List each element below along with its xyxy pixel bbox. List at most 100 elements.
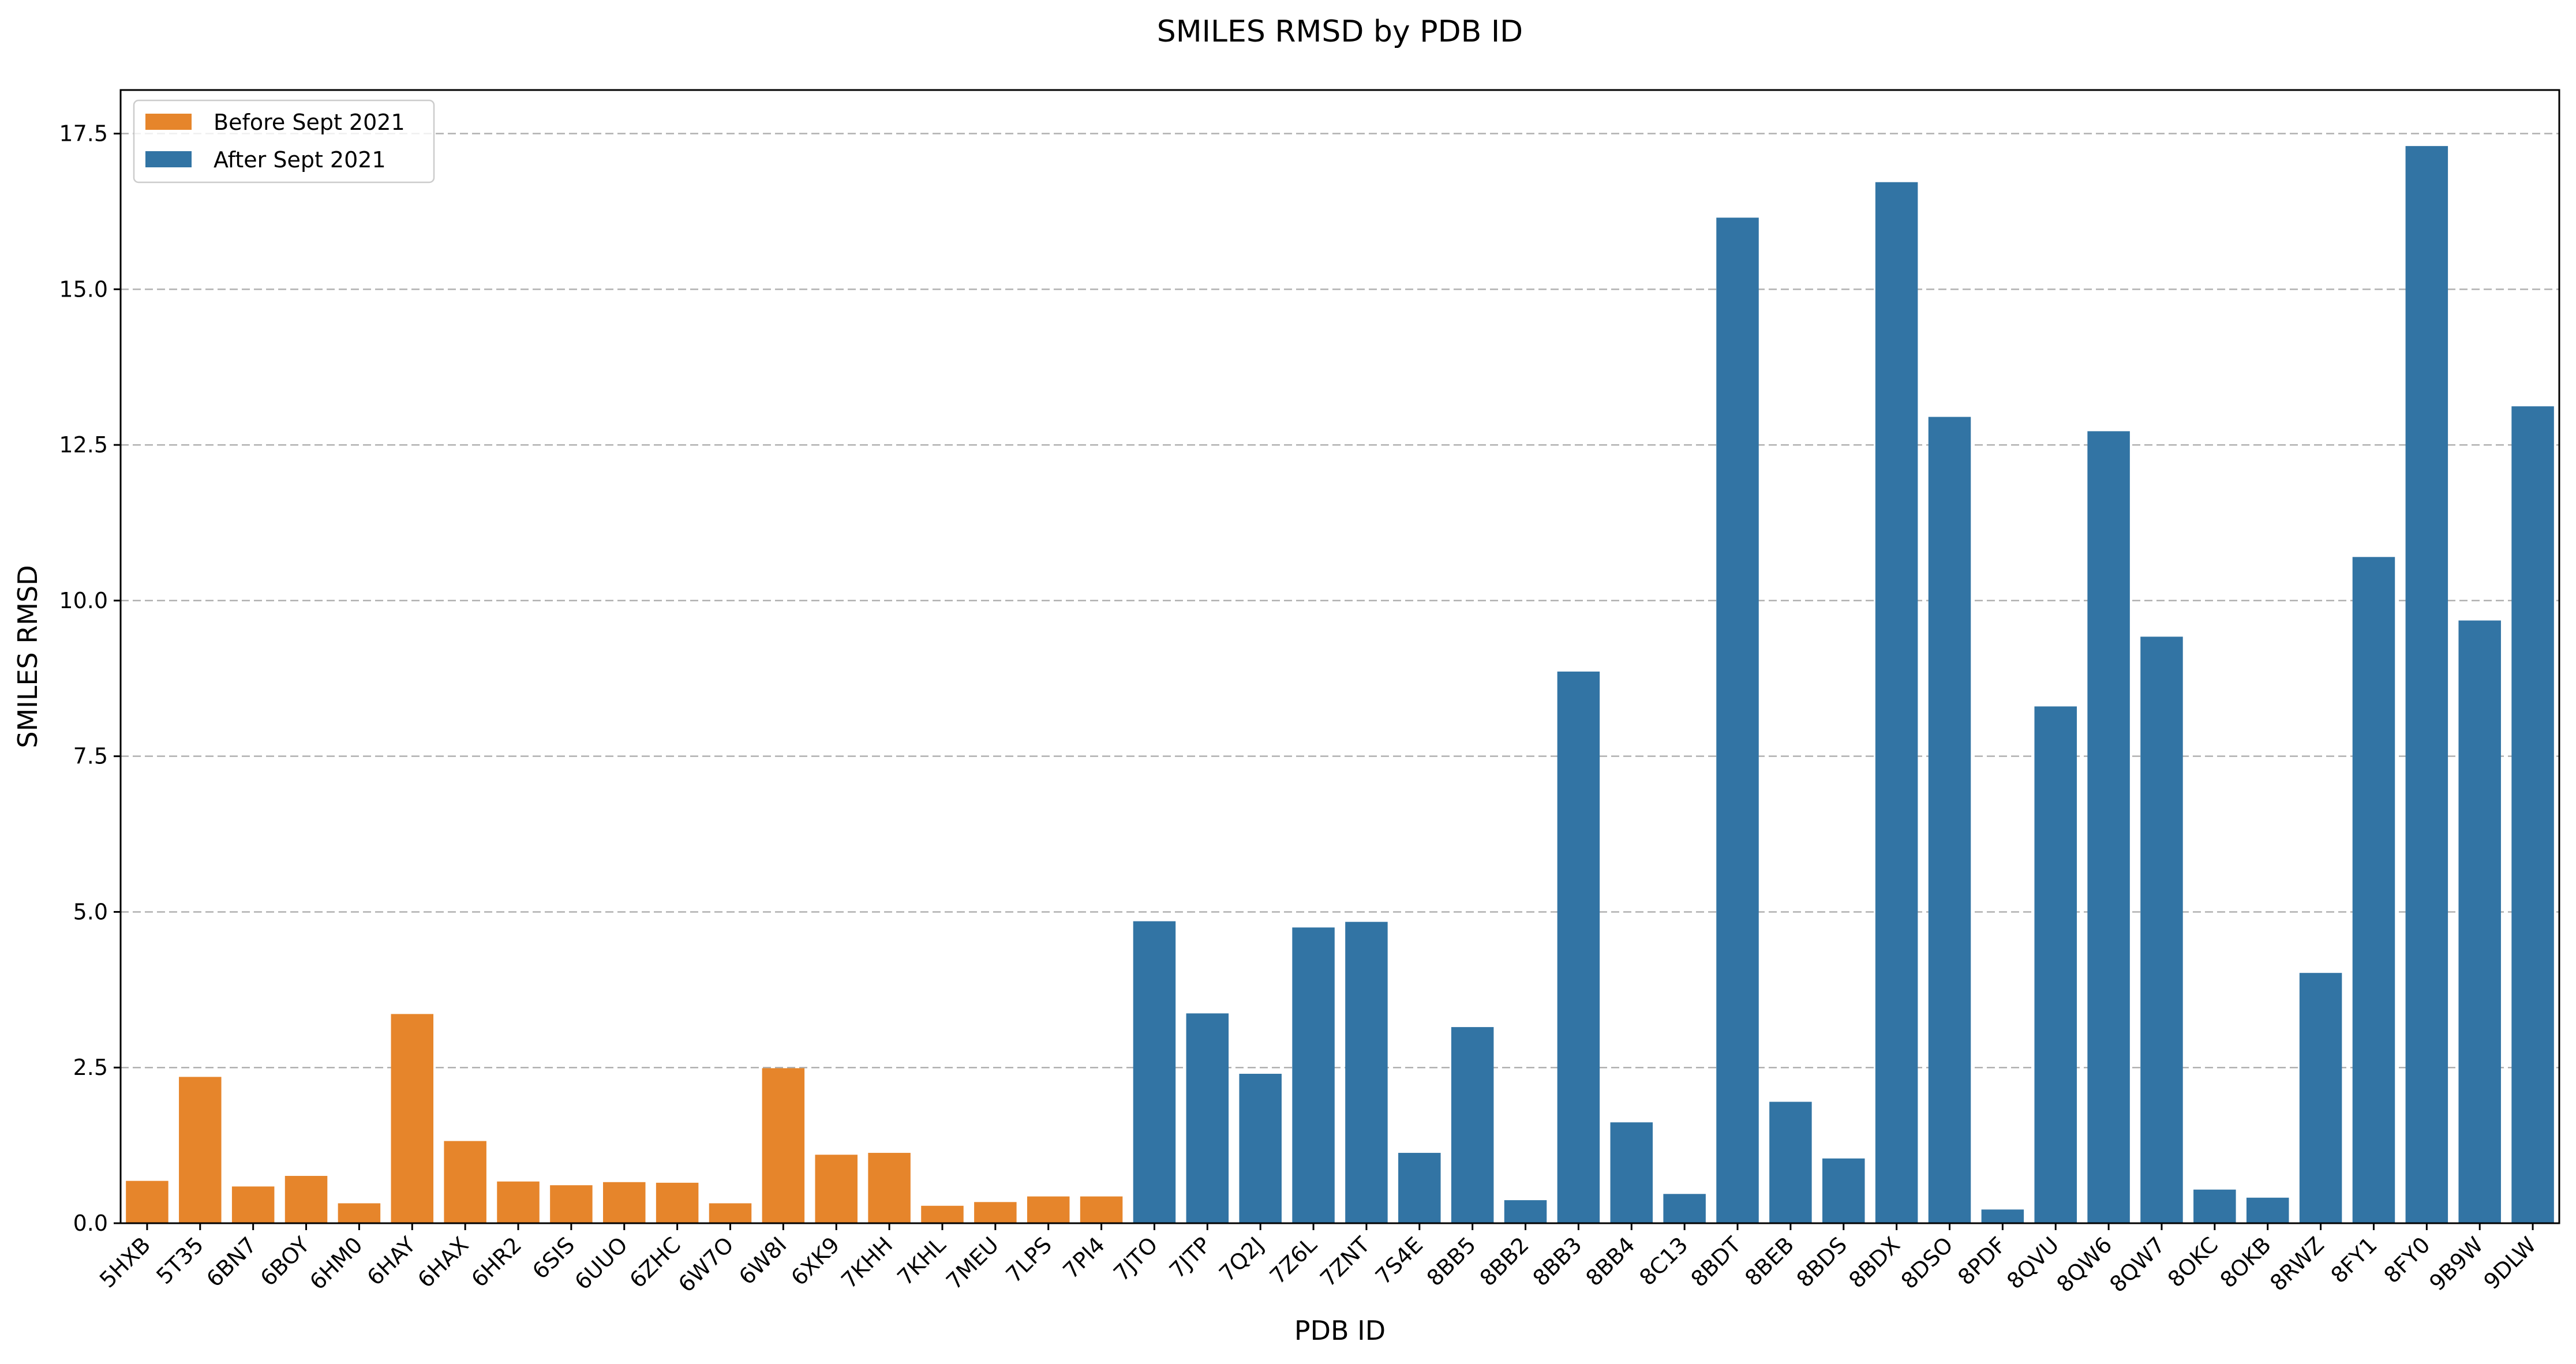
y-tick-label: 17.5 <box>59 121 108 147</box>
x-tick-label: 8BB4 <box>1581 1232 1639 1291</box>
bar-8fy1 <box>2352 557 2395 1224</box>
bar-6w8i <box>762 1068 805 1223</box>
x-tick-label: 8PDF <box>1953 1232 2011 1290</box>
x-tick-label: 7KHL <box>892 1232 950 1290</box>
legend-swatch-after <box>145 151 192 167</box>
x-tick-label: 6HR2 <box>466 1232 526 1292</box>
x-tick-label: 8BB3 <box>1528 1232 1587 1291</box>
x-tick-label: 7PI4 <box>1058 1232 1110 1283</box>
x-tick-label: 8FY1 <box>2326 1232 2382 1288</box>
y-tick-label: 2.5 <box>73 1055 108 1080</box>
x-tick-label: 7MEU <box>941 1232 1004 1294</box>
bar-5t35 <box>179 1077 222 1223</box>
x-axis-label: PDB ID <box>1294 1315 1386 1346</box>
bar-6hax <box>444 1141 486 1223</box>
bar-6zhc <box>656 1182 699 1223</box>
bar-6boy <box>284 1175 328 1223</box>
bar-8bb3 <box>1557 671 1600 1223</box>
x-tick-label: 9DLW <box>2478 1232 2541 1294</box>
bars <box>126 146 2554 1224</box>
legend-swatch-before <box>145 114 192 130</box>
bar-7lps <box>1027 1196 1070 1223</box>
x-tick-label: 6W8I <box>734 1232 792 1290</box>
y-axis-ticks: 0.0 2.5 5.0 7.5 10.0 12.5 15.0 17.5 <box>59 121 121 1236</box>
x-tick-label: 6W7O <box>673 1232 739 1297</box>
chart-title: SMILES RMSD by PDB ID <box>1157 14 1523 49</box>
bar-7khh <box>868 1153 911 1223</box>
legend-label-before: Before Sept 2021 <box>214 110 405 135</box>
bar-8qvu <box>2034 706 2077 1223</box>
x-tick-label: 8C13 <box>1634 1232 1693 1290</box>
x-tick-label: 7Q2J <box>1214 1232 1268 1286</box>
bar-8beb <box>1769 1101 1812 1223</box>
plot-frame <box>119 89 2560 1224</box>
bar-8dso <box>1928 417 1971 1223</box>
x-tick-label: 6HAX <box>413 1232 473 1292</box>
bar-6sis <box>550 1185 593 1223</box>
x-tick-label: 8DSO <box>1896 1232 1958 1294</box>
y-tick-label: 12.5 <box>59 432 108 458</box>
bar-8c13 <box>1663 1194 1706 1223</box>
x-tick-label: 6HM0 <box>305 1232 368 1295</box>
bar-6w7o <box>709 1203 752 1223</box>
x-tick-label: 8QW6 <box>2051 1232 2117 1297</box>
x-tick-label: 7S4E <box>1371 1232 1428 1289</box>
x-tick-label: 6UUO <box>570 1232 632 1295</box>
x-tick-label: 6HAY <box>362 1232 421 1291</box>
bar-9b9w <box>2458 620 2501 1223</box>
x-tick-label: 5T35 <box>151 1232 208 1289</box>
bar-9dlw <box>2511 406 2554 1224</box>
bar-7jto <box>1133 921 1176 1223</box>
bar-7pi4 <box>1080 1196 1123 1223</box>
bar-7znt <box>1345 921 1388 1223</box>
x-tick-label: 7Z6L <box>1265 1232 1322 1289</box>
bar-8bb4 <box>1610 1122 1653 1223</box>
bar-6hay <box>391 1014 434 1223</box>
y-tick-label: 10.0 <box>59 588 108 613</box>
bar-8pdf <box>1981 1209 2024 1223</box>
bar-6bn7 <box>231 1186 275 1223</box>
bar-8bds <box>1822 1158 1865 1223</box>
legend-box <box>133 99 435 183</box>
x-tick-label: 8BB2 <box>1475 1232 1534 1291</box>
x-tick-label: 6BN7 <box>201 1232 261 1292</box>
y-axis-label: SMILES RMSD <box>12 565 43 748</box>
x-tick-label: 7JTP <box>1165 1232 1216 1283</box>
x-tick-label: 8BDT <box>1686 1232 1746 1292</box>
y-tick-label: 0.0 <box>73 1211 108 1236</box>
x-tick-label: 7KHH <box>836 1232 897 1293</box>
legend: Before Sept 2021 After Sept 2021 <box>133 99 435 183</box>
x-tick-label: 6ZHC <box>624 1232 686 1293</box>
bar-8bb2 <box>1504 1200 1547 1223</box>
bar-6hr2 <box>497 1181 540 1223</box>
x-tick-label: 9B9W <box>2424 1232 2488 1295</box>
bar-8rwz <box>2299 973 2342 1223</box>
x-tick-label: 7LPS <box>1001 1232 1057 1287</box>
x-tick-label: 8RWZ <box>2265 1232 2329 1296</box>
x-tick-label: 8QW7 <box>2105 1232 2170 1297</box>
bar-7z6l <box>1292 927 1335 1223</box>
bar-6xk9 <box>815 1155 858 1223</box>
x-tick-label: 5HXB <box>95 1232 155 1292</box>
bar-8bb5 <box>1451 1027 1494 1223</box>
bar-7s4e <box>1398 1153 1441 1223</box>
x-tick-label: 8BDS <box>1792 1232 1852 1292</box>
x-tick-label: 6XK9 <box>786 1232 844 1290</box>
y-tick-label: 5.0 <box>73 899 108 924</box>
x-tick-label: 8OKB <box>2215 1232 2276 1292</box>
x-tick-label: 8OKC <box>2163 1232 2223 1292</box>
x-tick-label: 7JTO <box>1109 1232 1163 1286</box>
bar-7q2j <box>1239 1074 1282 1223</box>
bar-8bdt <box>1716 218 1759 1224</box>
bar-8fy0 <box>2405 146 2448 1224</box>
bar-7jtp <box>1186 1013 1229 1223</box>
bar-7meu <box>974 1202 1017 1223</box>
x-tick-label: 8QVU <box>2002 1232 2064 1294</box>
x-tick-label: 8BDX <box>1844 1232 1905 1293</box>
legend-label-after: After Sept 2021 <box>214 147 386 173</box>
bar-8qw6 <box>2087 431 2130 1224</box>
bar-8bdx <box>1875 182 1918 1223</box>
bar-8okc <box>2193 1189 2236 1223</box>
x-tick-label: 8BB5 <box>1422 1232 1481 1291</box>
